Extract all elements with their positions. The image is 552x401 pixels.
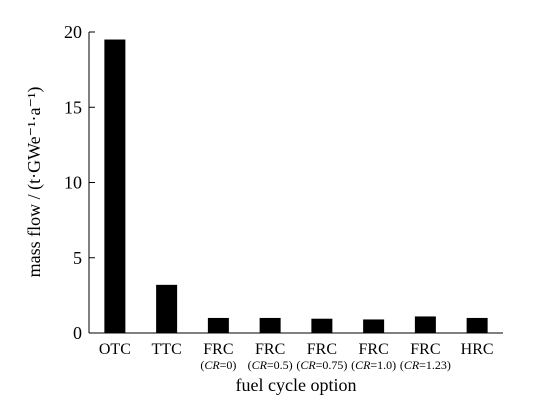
x-tick-label: FRC — [359, 341, 389, 358]
x-tick-sublabel: (CR=1.0) — [351, 358, 396, 372]
y-tick-label: 15 — [64, 97, 82, 117]
x-axis-label: fuel cycle option — [236, 375, 357, 395]
bar-1 — [156, 284, 178, 333]
x-tick-label: OTC — [99, 341, 131, 358]
bar-0 — [104, 39, 126, 334]
x-tick-label: FRC — [307, 341, 337, 358]
y-tick-label: 0 — [73, 323, 82, 343]
bar-2 — [207, 317, 229, 333]
plot-area — [104, 39, 488, 334]
y-axis: 0 5 10 15 20 — [64, 22, 95, 343]
x-tick-sublabel: (CR=1.23) — [400, 358, 451, 372]
y-tick-label: 10 — [64, 173, 82, 193]
x-tick-label: FRC — [410, 341, 440, 358]
bar-7 — [466, 317, 488, 333]
x-tick-label: FRC — [203, 341, 233, 358]
x-tick-sublabel: (CR=0.5) — [248, 358, 293, 372]
y-axis-label: mass flow / (t·GWe⁻¹·a⁻¹) — [24, 87, 45, 278]
x-tick-sublabel: (CR=0.75) — [296, 358, 347, 372]
x-tick-label: TTC — [152, 341, 182, 358]
bar-4 — [311, 318, 333, 333]
x-tick-sublabel: (CR=0) — [200, 358, 236, 372]
y-tick-label: 5 — [73, 248, 82, 268]
x-tick-label: FRC — [255, 341, 285, 358]
x-tick-label: HRC — [461, 341, 494, 358]
bar-5 — [363, 319, 385, 333]
x-axis: OTC TTC FRC(CR=0)FRC(CR=0.5)FRC(CR=0.75)FR… — [89, 332, 503, 372]
y-tick-label: 20 — [64, 22, 82, 42]
bar-6 — [414, 316, 436, 333]
bar-3 — [259, 317, 281, 333]
